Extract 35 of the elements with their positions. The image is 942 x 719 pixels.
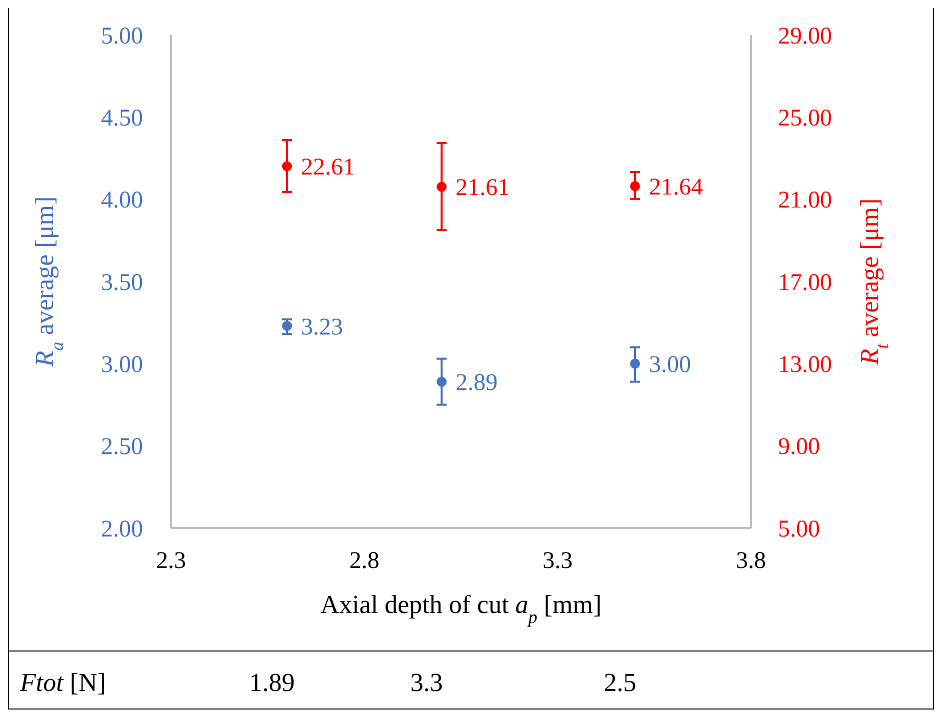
text: 3.3 [410, 668, 443, 697]
y-tick-label: 4.50 [101, 106, 143, 132]
x-tick-label: 3.8 [736, 548, 766, 574]
text: Ftot [N] [19, 668, 106, 697]
x-tick-label: 3.3 [542, 548, 573, 574]
y-tick-label: 5.00 [101, 23, 143, 50]
y2-tick-label: 29.00 [778, 23, 832, 50]
point [630, 181, 640, 192]
y-tick-label: 2.50 [101, 434, 143, 460]
x-tick-label: 2.3 [156, 548, 186, 574]
point [436, 376, 447, 387]
data-label: 3.23 [301, 314, 343, 340]
y2-tick-label: 21.00 [778, 188, 832, 214]
point [436, 182, 447, 192]
y2-tick-label: 13.00 [778, 352, 832, 378]
data-label: 21.61 [456, 175, 510, 202]
y-tick-label: 3.50 [101, 270, 143, 296]
data-label: 22.61 [301, 154, 355, 181]
x-axis-title: Axial depth of cut a$_{p}$ [mm] [320, 590, 602, 627]
y2-tick-label: 9.00 [778, 434, 820, 460]
y2-tick-label: 17.00 [778, 270, 832, 296]
y2-tick-label: 25.00 [778, 106, 832, 132]
y-tick-label: 4.00 [101, 188, 143, 214]
y-tick-label: 2.00 [101, 516, 143, 542]
data-label: 2.89 [456, 370, 498, 396]
point [282, 161, 292, 172]
y2-tick-label: 5.00 [778, 516, 820, 542]
x-tick-label: 2.8 [349, 548, 380, 574]
data-label: 3.00 [649, 352, 691, 378]
text: 2.5 [604, 668, 636, 697]
y-tick-label: 3.00 [101, 352, 143, 378]
point [630, 358, 640, 369]
point [282, 320, 292, 331]
text: 1.89 [249, 668, 295, 697]
data-label: 21.64 [649, 174, 703, 201]
